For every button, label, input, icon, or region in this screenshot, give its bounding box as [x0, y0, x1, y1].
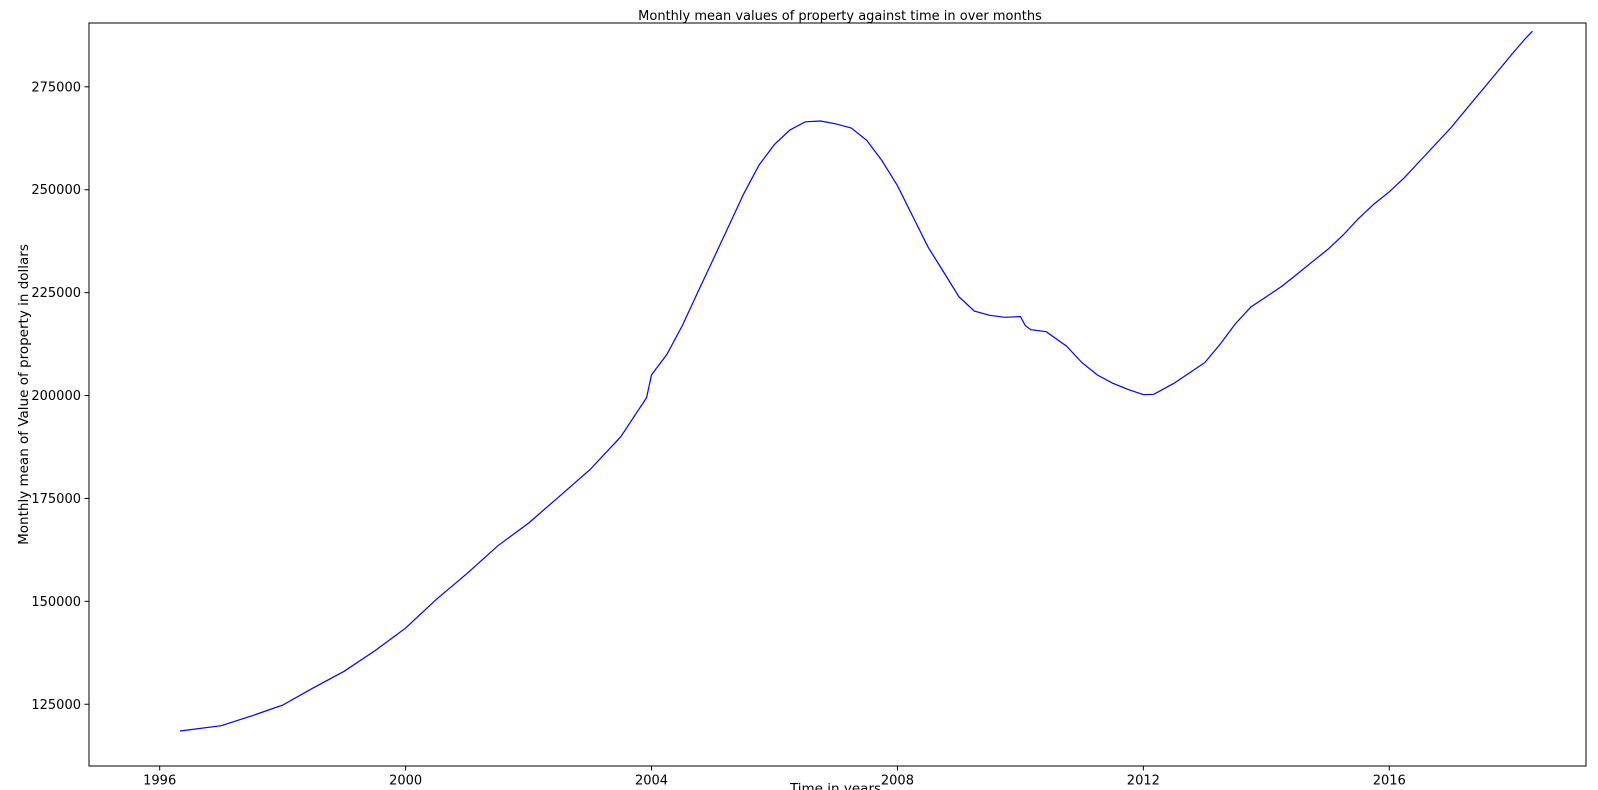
x-axis-label: Time in years [789, 781, 881, 790]
y-tick-label: 225000 [31, 286, 81, 301]
y-tick-label: 200000 [31, 389, 81, 404]
y-axis-label: Monthly mean of Value of property in dol… [16, 244, 32, 545]
plot-area: 125000 150000 175000 200000 225000 250000 2750… [31, 22, 1587, 789]
chart-title: Monthly mean values of property against … [638, 9, 1042, 24]
x-axis-ticks: 1996 2000 2004 2008 2012 2016 [143, 766, 1406, 789]
y-axis-ticks: 125000 150000 175000 200000 225000 250000 2750… [31, 80, 89, 713]
x-tick-label: 2008 [881, 774, 914, 789]
y-tick-label: 125000 [31, 698, 81, 713]
y-tick-label: 150000 [31, 595, 81, 610]
x-tick-label: 1996 [143, 774, 176, 789]
x-tick-label: 2004 [635, 774, 668, 789]
y-tick-label: 175000 [31, 492, 81, 507]
x-tick-label: 2012 [1127, 774, 1160, 789]
series-line [179, 30, 1533, 732]
plot-frame [88, 22, 1587, 767]
x-tick-label: 2000 [389, 774, 422, 789]
x-tick-label: 2016 [1373, 774, 1406, 789]
y-tick-label: 275000 [31, 80, 81, 95]
y-tick-label: 250000 [31, 183, 81, 198]
